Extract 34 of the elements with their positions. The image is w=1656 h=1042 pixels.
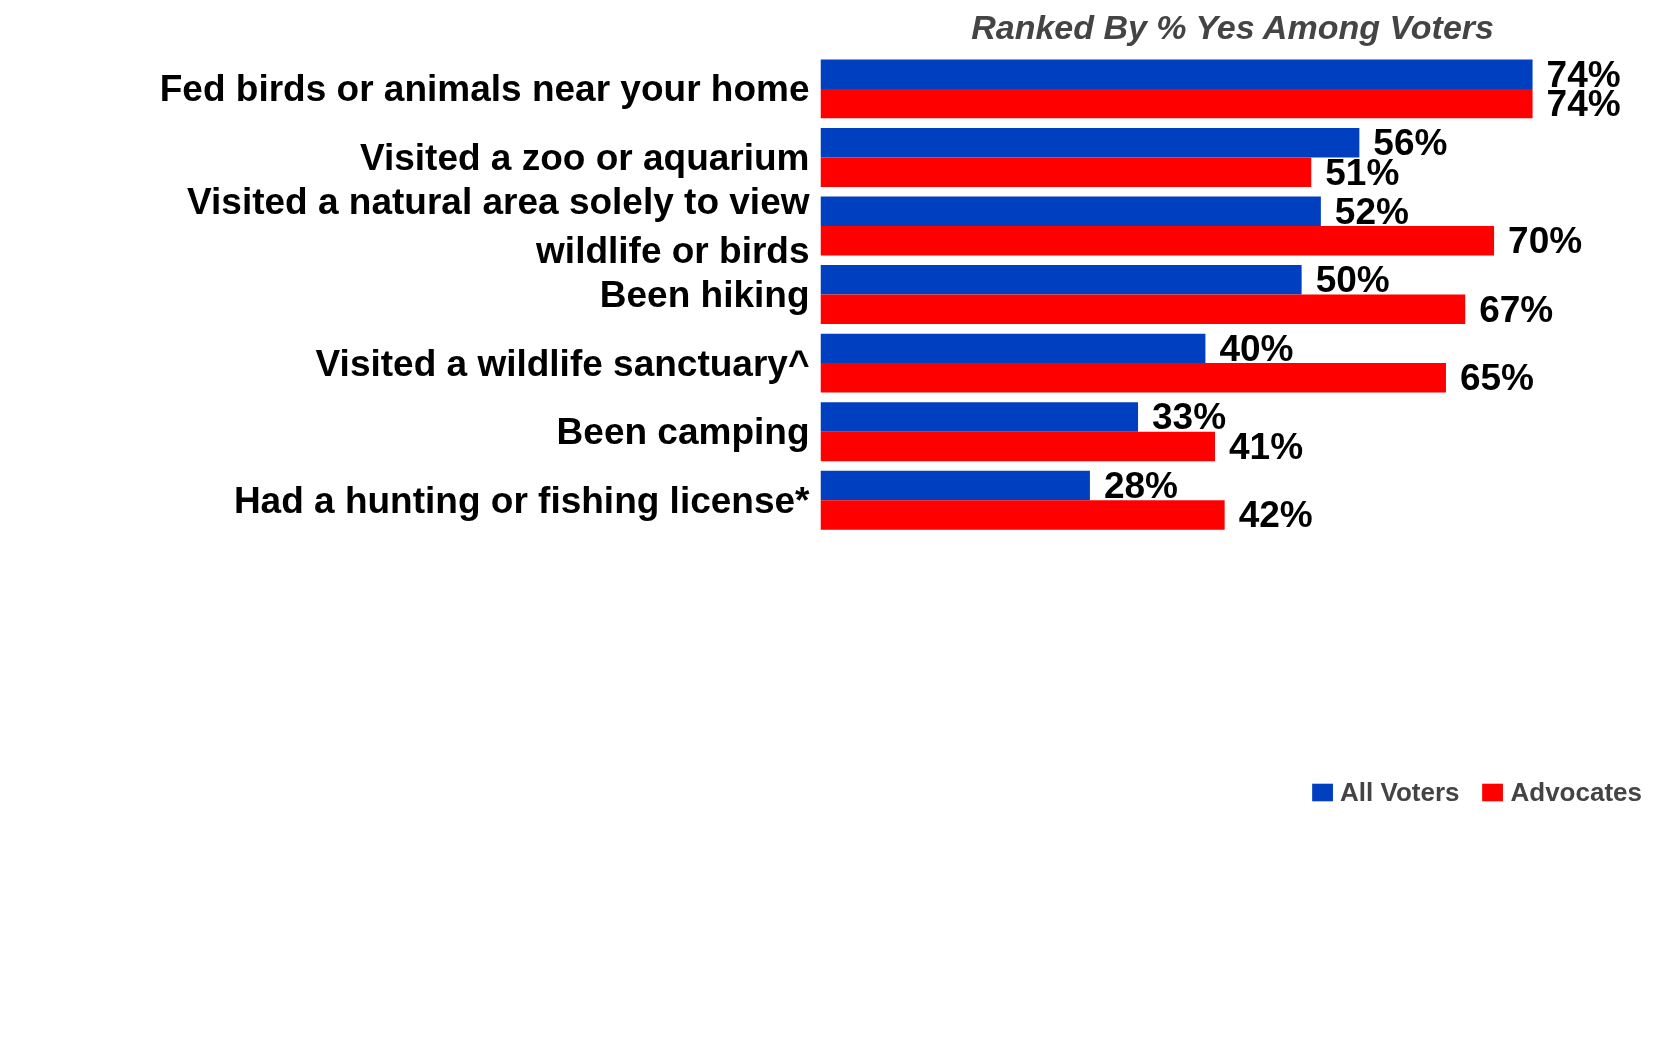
bar	[820, 402, 1139, 432]
y-tick-label: Been hiking	[599, 274, 810, 316]
bar	[820, 470, 1090, 501]
bar	[820, 127, 1360, 158]
legend-label: All Voters	[1340, 776, 1460, 808]
bar	[820, 363, 1446, 393]
y-tick-label: Had a hunting or fishing license*	[233, 479, 811, 521]
data-label: 42%	[1238, 494, 1313, 536]
bar	[820, 265, 1302, 295]
bar	[820, 59, 1533, 89]
bar	[820, 431, 1216, 462]
data-label: 28%	[1103, 464, 1178, 506]
data-label: 33%	[1152, 396, 1227, 438]
y-tick-label: Visited a natural area solely to view wildlife or birds	[187, 180, 810, 272]
legend-label: Advocates	[1510, 776, 1642, 808]
bar	[820, 226, 1495, 256]
data-label: 65%	[1459, 357, 1535, 399]
bar	[820, 294, 1466, 325]
y-tick-label: Visited a wildlife sanctuary^	[315, 342, 810, 384]
data-label: 40%	[1219, 327, 1294, 369]
bar	[820, 196, 1321, 226]
bar	[820, 500, 1225, 530]
data-label: 70%	[1508, 220, 1583, 262]
y-tick-label: Been camping	[556, 411, 810, 453]
chart-title: Ranked By % Yes Among Voters	[971, 7, 1494, 46]
data-label: 67%	[1479, 288, 1554, 330]
bar	[820, 333, 1206, 364]
data-label: 50%	[1315, 259, 1390, 301]
data-label: 41%	[1229, 425, 1304, 467]
bar	[820, 157, 1312, 187]
y-tick-label: Fed birds or animals near your home	[159, 68, 810, 110]
data-label: 52%	[1334, 190, 1409, 232]
y-tick-label: Visited a zoo or aquarium	[359, 136, 810, 178]
bar	[820, 88, 1533, 119]
